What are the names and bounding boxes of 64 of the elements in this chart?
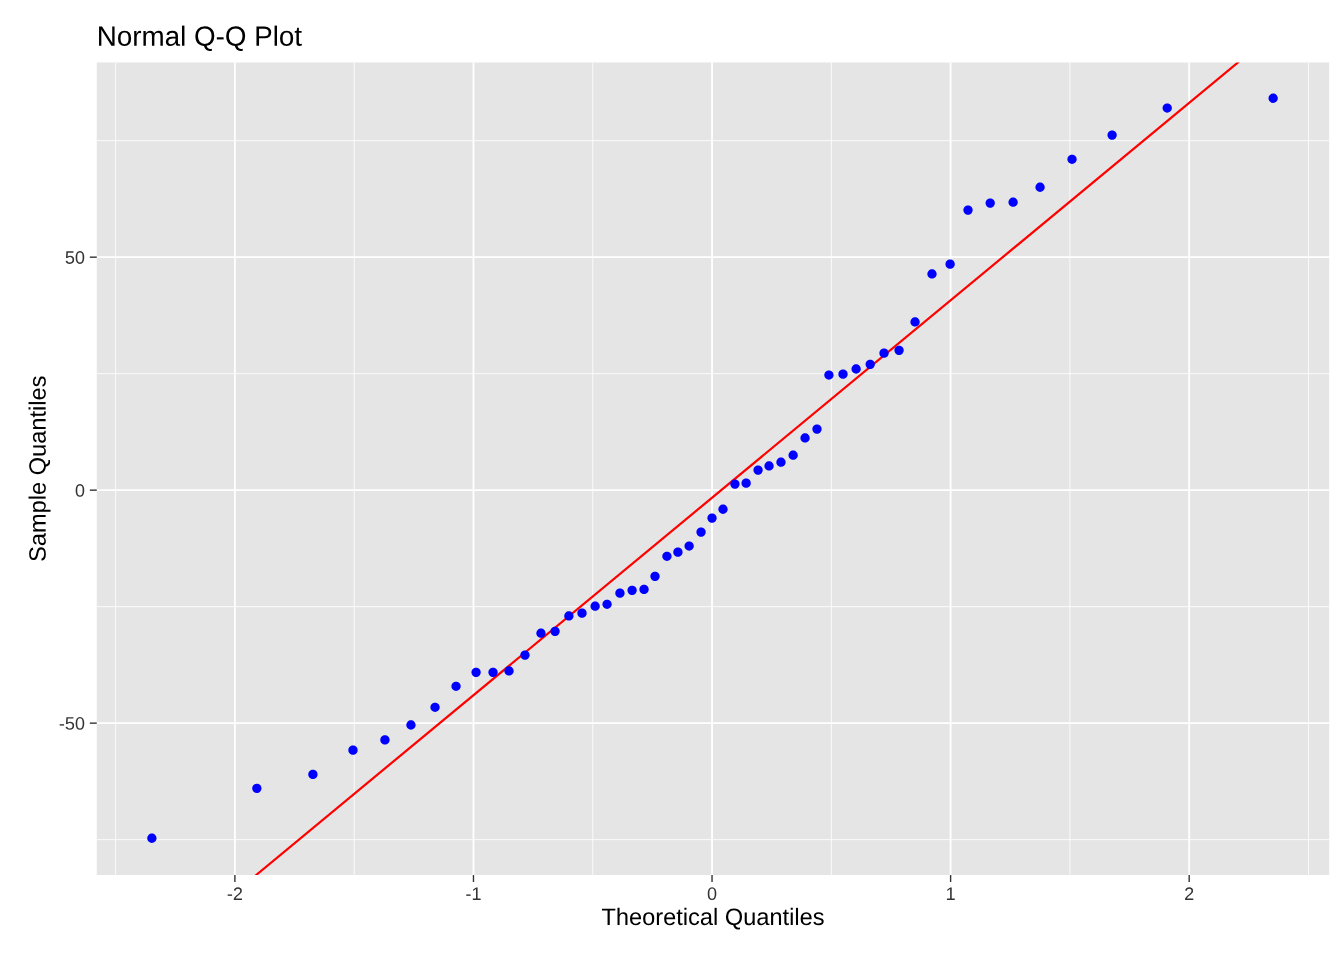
point — [615, 588, 625, 598]
point — [865, 359, 875, 369]
point — [718, 504, 728, 514]
point — [488, 667, 498, 677]
x-tick-label: -1 — [466, 887, 481, 900]
point — [963, 205, 973, 215]
point — [564, 611, 574, 621]
point — [800, 433, 810, 443]
point — [1107, 130, 1117, 140]
y-tick-label: 0 — [75, 484, 85, 497]
point — [147, 833, 157, 843]
point — [879, 348, 889, 358]
y-tick-label: -50 — [59, 717, 85, 730]
point — [650, 571, 660, 582]
point — [824, 370, 834, 380]
y-axis-title: Sample Quantiles — [28, 376, 51, 561]
point — [520, 650, 530, 660]
point — [252, 783, 262, 794]
point — [451, 681, 461, 691]
point — [812, 424, 822, 434]
point — [348, 745, 358, 755]
point — [985, 198, 995, 208]
point — [927, 269, 937, 279]
x-tick-label: 0 — [707, 887, 717, 901]
point — [910, 317, 920, 327]
point — [639, 584, 649, 595]
point — [741, 478, 751, 488]
y-tick-label: 50 — [65, 251, 85, 264]
point — [838, 369, 848, 379]
point — [1035, 182, 1045, 192]
point — [1162, 103, 1172, 113]
point — [1268, 93, 1278, 103]
point — [504, 666, 514, 676]
point — [627, 585, 637, 595]
x-tick-label: -2 — [227, 887, 243, 900]
point — [684, 541, 694, 551]
point — [851, 364, 861, 374]
x-axis-title: Theoretical Quantiles — [601, 907, 824, 930]
x-tick-label: 2 — [1185, 887, 1194, 900]
point — [471, 667, 481, 677]
point — [1067, 154, 1077, 164]
point — [430, 702, 440, 712]
point — [380, 735, 390, 745]
point — [764, 461, 774, 471]
point — [707, 513, 717, 523]
point — [406, 720, 416, 730]
point — [753, 465, 763, 475]
point — [577, 608, 587, 618]
point — [1008, 197, 1018, 207]
point — [696, 527, 706, 537]
point — [788, 450, 798, 460]
point — [730, 479, 740, 489]
point — [602, 599, 612, 609]
x-tick-label: 1 — [946, 887, 955, 900]
point — [550, 626, 560, 636]
point — [536, 628, 546, 638]
point — [945, 259, 955, 269]
point — [308, 769, 318, 780]
point — [590, 601, 600, 611]
point — [776, 457, 786, 467]
point — [673, 547, 683, 557]
point — [662, 551, 672, 561]
chart-title: Normal Q-Q Plot — [99, 25, 302, 51]
point — [894, 345, 904, 356]
